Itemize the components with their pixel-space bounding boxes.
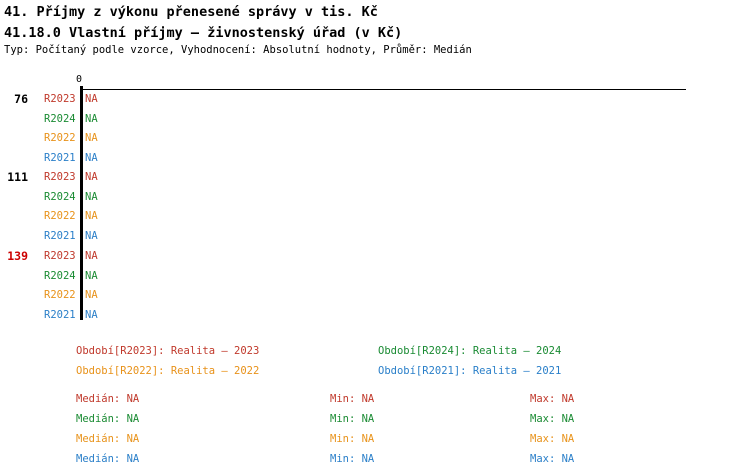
stats-row: Medián: NA Min: NA Max: NA bbox=[0, 389, 750, 409]
stat-max: Max: NA bbox=[530, 413, 575, 425]
chart-row: R2024 NA bbox=[0, 110, 750, 130]
chart-row: R2024 NA bbox=[0, 188, 750, 208]
stat-median: Medián: NA bbox=[76, 453, 140, 465]
series-row-value: NA bbox=[85, 308, 98, 321]
stat-median: Medián: NA bbox=[76, 433, 140, 445]
page-subtitle: 41.18.0 Vlastní příjmy – živnostenský úř… bbox=[4, 25, 403, 41]
stat-min: Min: NA bbox=[330, 433, 375, 445]
chart-row: R2021 NA bbox=[0, 149, 750, 169]
chart-meta-line: Typ: Počítaný podle vzorce, Vyhodnocení:… bbox=[4, 44, 472, 56]
chart-row: R2021 NA bbox=[0, 306, 750, 326]
series-row-label: R2022 bbox=[44, 132, 76, 145]
stats-row: Medián: NA Min: NA Max: NA bbox=[0, 449, 750, 469]
stat-min: Min: NA bbox=[330, 413, 375, 425]
series-row-label: R2021 bbox=[44, 229, 76, 242]
chart-statistics: Medián: NA Min: NA Max: NA Medián: NA Min: N… bbox=[0, 389, 750, 469]
chart-row: 76 R2023 NA bbox=[0, 90, 750, 110]
series-row-label: R2024 bbox=[44, 269, 76, 282]
series-row-value: NA bbox=[85, 93, 98, 105]
series-row-value: NA bbox=[85, 151, 98, 164]
series-row-label: R2023 bbox=[44, 171, 76, 183]
stat-max: Max: NA bbox=[530, 453, 575, 465]
stat-median: Medián: NA bbox=[76, 393, 140, 405]
legend-row: Období[R2022]: Realita – 2022 Období[R202… bbox=[0, 361, 750, 381]
series-row-label: R2024 bbox=[44, 190, 76, 203]
series-row-label: R2021 bbox=[44, 151, 76, 164]
stat-max: Max: NA bbox=[530, 433, 575, 445]
legend-item: Období[R2024]: Realita – 2024 bbox=[378, 345, 562, 357]
legend-item: Období[R2023]: Realita – 2023 bbox=[76, 345, 260, 357]
series-row-label: R2023 bbox=[44, 93, 76, 105]
axis-tick-label-zero: 0 bbox=[76, 74, 83, 85]
legend-row: Období[R2023]: Realita – 2023 Období[R202… bbox=[0, 341, 750, 361]
chart-row: R2022 NA bbox=[0, 207, 750, 227]
series-row-value: NA bbox=[85, 112, 98, 125]
chart-row: 111 R2023 NA bbox=[0, 168, 750, 188]
series-row-label: R2023 bbox=[44, 250, 76, 262]
legend-item: Období[R2021]: Realita – 2021 bbox=[378, 365, 562, 377]
series-row-value: NA bbox=[85, 171, 98, 183]
series-row-value: NA bbox=[85, 229, 98, 242]
stats-row: Medián: NA Min: NA Max: NA bbox=[0, 409, 750, 429]
chart-row: R2022 NA bbox=[0, 129, 750, 149]
group-value-label: 111 bbox=[7, 170, 28, 184]
series-row-label: R2021 bbox=[44, 308, 76, 321]
chart-group: 139 R2023 NA R2024 NA R2022 NA R2021 NA bbox=[0, 247, 750, 325]
series-row-value: NA bbox=[85, 132, 98, 145]
chart-row: R2022 NA bbox=[0, 286, 750, 306]
chart-group: 111 R2023 NA R2024 NA R2022 NA R2021 NA bbox=[0, 168, 750, 246]
stat-median: Medián: NA bbox=[76, 413, 140, 425]
stat-min: Min: NA bbox=[330, 393, 375, 405]
chart-row: 139 R2023 NA bbox=[0, 247, 750, 267]
series-row-value: NA bbox=[85, 269, 98, 282]
series-row-label: R2024 bbox=[44, 112, 76, 125]
series-row-value: NA bbox=[85, 289, 98, 302]
chart-row: R2021 NA bbox=[0, 227, 750, 247]
series-row-label: R2022 bbox=[44, 210, 76, 223]
group-value-label: 76 bbox=[14, 92, 28, 106]
stats-row: Medián: NA Min: NA Max: NA bbox=[0, 429, 750, 449]
page-title: 41. Příjmy z výkonu přenesené správy v t… bbox=[4, 4, 378, 20]
stat-max: Max: NA bbox=[530, 393, 575, 405]
series-row-label: R2022 bbox=[44, 289, 76, 302]
stat-min: Min: NA bbox=[330, 453, 375, 465]
chart-group: 76 R2023 NA R2024 NA R2022 NA R2021 NA bbox=[0, 90, 750, 168]
series-row-value: NA bbox=[85, 190, 98, 203]
series-row-value: NA bbox=[85, 250, 98, 262]
chart-legend: Období[R2023]: Realita – 2023 Období[R202… bbox=[0, 341, 750, 381]
group-value-label: 139 bbox=[7, 249, 28, 263]
axis-horizontal-line bbox=[81, 89, 686, 90]
series-row-value: NA bbox=[85, 210, 98, 223]
legend-item: Období[R2022]: Realita – 2022 bbox=[76, 365, 260, 377]
chart-row: R2024 NA bbox=[0, 267, 750, 287]
axis-vertical-line bbox=[80, 86, 83, 320]
